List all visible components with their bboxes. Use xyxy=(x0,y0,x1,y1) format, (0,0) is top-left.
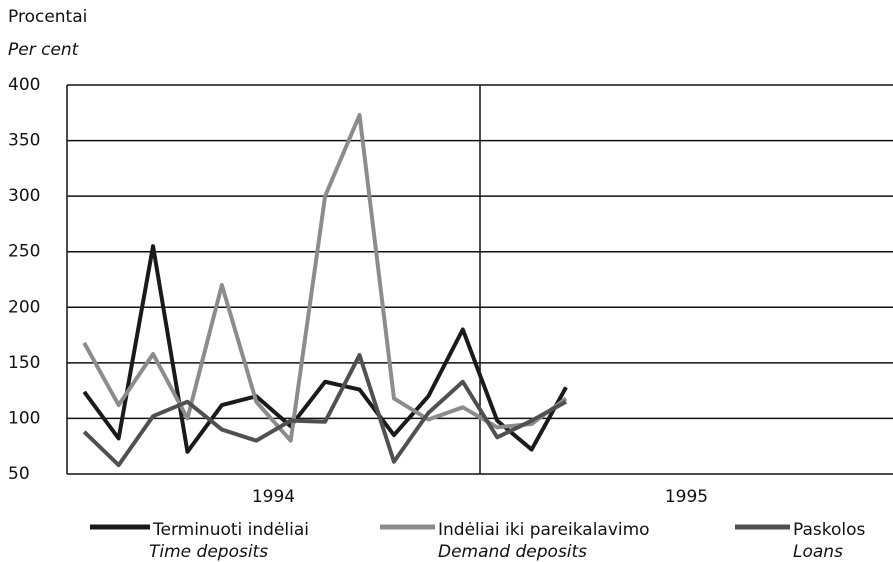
legend-label-en: Demand deposits xyxy=(438,542,587,562)
series-line xyxy=(82,244,568,454)
y-tick-label: 50 xyxy=(8,464,30,484)
y-tick-label: 350 xyxy=(8,131,40,151)
y-tick-label: 400 xyxy=(8,75,40,95)
year-label: 1994 xyxy=(252,487,295,507)
y-tick-label: 150 xyxy=(8,353,40,373)
y-tick-label: 250 xyxy=(8,242,40,262)
y-tick-label: 100 xyxy=(8,408,40,428)
y-tick-label: 300 xyxy=(8,186,40,206)
series-line xyxy=(82,353,568,468)
year-label: 1995 xyxy=(665,487,708,507)
y-axis-label-en: Per cent xyxy=(8,40,80,60)
legend-label-en: Time deposits xyxy=(149,542,268,562)
y-tick-label: 200 xyxy=(8,297,40,317)
legend-label: Indėliai iki pareikalavimo xyxy=(438,520,650,540)
legend-label-en: Loans xyxy=(793,542,843,562)
legend-label: Paskolos xyxy=(793,520,866,540)
legend-label: Terminuoti indėliai xyxy=(152,520,309,540)
y-axis-label: Procentai xyxy=(8,7,87,27)
